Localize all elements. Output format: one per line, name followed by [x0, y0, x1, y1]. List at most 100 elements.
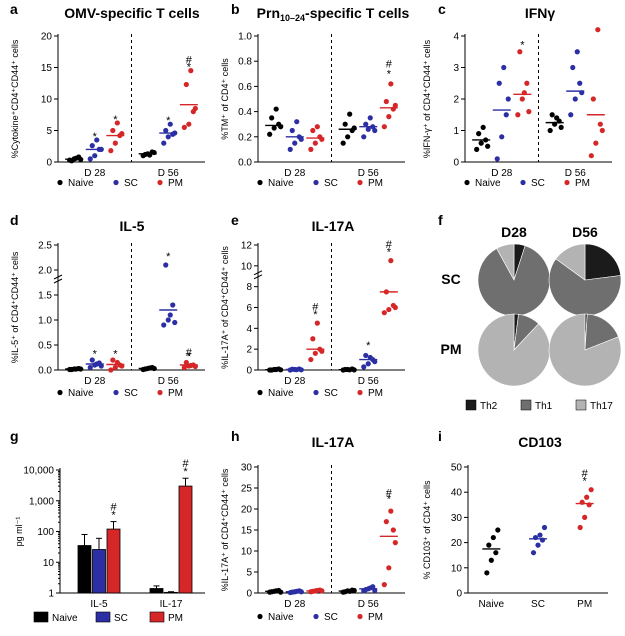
legend-label-pm: PM [368, 612, 383, 623]
legend-label-sc: SC [114, 613, 128, 624]
data-point-pm [108, 148, 114, 154]
data-point-sc [287, 146, 293, 152]
data-point-pm [599, 127, 605, 134]
data-point-sc [87, 364, 93, 371]
y-tick-label: 2 [246, 345, 252, 356]
significance-mark: # [582, 468, 589, 480]
data-point-pm [181, 124, 187, 130]
bar-naive [77, 545, 92, 594]
data-point-pm [112, 364, 118, 371]
y-tick-label: 0.4 [238, 107, 252, 118]
y-tick-label: 1.0 [238, 32, 252, 43]
legend-label-naive: Naive [52, 613, 78, 624]
panel-title-d: IL-5 [120, 218, 145, 234]
data-point-sc [494, 156, 500, 162]
data-point-pm [386, 565, 392, 571]
data-point-pm [392, 304, 398, 311]
data-point-sc [496, 80, 502, 86]
data-point-sc [363, 352, 369, 359]
data-point-pm [181, 364, 187, 371]
y-tick-label: 0.8 [238, 57, 252, 68]
y-tick-label: 2.0 [38, 266, 52, 277]
data-point-sc [167, 312, 173, 318]
significance-mark: * [187, 62, 192, 74]
y-tick-label: 15 [241, 526, 253, 537]
legend-marker-sc [520, 179, 526, 186]
legend-marker-pm [564, 179, 570, 186]
panel-label-c: c [438, 1, 446, 17]
data-point-naive [278, 589, 284, 595]
legend-marker-pm [357, 389, 363, 396]
data-point-sc [89, 357, 95, 363]
data-point-sc [89, 143, 95, 149]
y-tick-label: 10 [241, 547, 253, 558]
data-point-sc [163, 262, 169, 268]
legend-label-sc: SC [124, 388, 138, 399]
group-label: D 56 [565, 168, 587, 179]
data-point-sc [161, 140, 167, 146]
pie-column-label: D56 [572, 224, 598, 240]
panel-label-i: i [438, 428, 442, 444]
data-point-sc [572, 96, 578, 102]
data-point-pm [582, 514, 588, 521]
pie-column-label: D28 [501, 224, 527, 240]
panel-title-h: IL-17A [312, 434, 355, 450]
legend-label-sc: SC [124, 178, 138, 189]
data-point-pm [392, 540, 398, 546]
data-point-pm [308, 356, 314, 363]
pie-row-label: PM [441, 341, 462, 357]
panel-label-a: a [10, 1, 18, 17]
group-label: D 28 [284, 376, 306, 387]
y-tick-label: 25 [241, 484, 253, 495]
data-point-sc [367, 115, 373, 121]
data-point-pm [312, 140, 318, 146]
data-point-pm [390, 527, 396, 533]
legend-label-naive: Naive [475, 178, 501, 189]
y-axis-label-b: %TM⁺ of CD4⁺ cells [220, 58, 230, 140]
data-point-naive [474, 146, 480, 152]
data-point-naive [484, 570, 490, 576]
data-point-pm [597, 121, 603, 127]
panel-title-i: CD103 [518, 434, 562, 450]
data-point-naive [490, 534, 496, 541]
data-point-pm [515, 112, 521, 118]
pie-slice-th17 [496, 243, 515, 281]
data-point-sc [165, 134, 171, 140]
legend-swatch-sc [95, 611, 111, 623]
y-tick-label: 0 [453, 158, 459, 169]
legend-marker-sc [313, 389, 319, 396]
legend-marker-sc [113, 179, 119, 186]
legend-marker-pm [357, 613, 363, 620]
y-tick-label: 0 [246, 366, 252, 377]
y-tick-label: 6 [246, 303, 252, 314]
data-point-sc [570, 64, 576, 71]
group-label: D 28 [284, 599, 306, 610]
significance-mark: * [187, 351, 192, 363]
data-point-naive [554, 115, 560, 121]
data-point-pm [108, 367, 114, 373]
data-point-sc [577, 80, 583, 86]
data-point-sc [363, 121, 369, 127]
legend-label-sc: SC [324, 388, 338, 399]
bar-sc [164, 591, 178, 594]
data-point-pm [114, 120, 120, 126]
y-axis-label-i: % CD103⁺ of CD4⁺ cells [422, 480, 432, 580]
legend-marker-naive [257, 613, 263, 620]
data-point-pm [192, 105, 198, 112]
y-tick-label: 5 [46, 126, 52, 137]
data-point-naive [486, 542, 492, 548]
data-point-pm [310, 127, 316, 134]
data-point-sc [499, 134, 505, 140]
legend-swatch-th1 [520, 399, 532, 411]
data-point-sc [372, 127, 378, 134]
significance-mark: * [387, 69, 392, 81]
y-tick-label: 5 [246, 568, 252, 579]
group-label: D 56 [158, 168, 180, 179]
data-point-sc [501, 64, 507, 71]
legend-label-naive: Naive [68, 178, 94, 189]
group-label: D 28 [491, 168, 513, 179]
panel-title-a: OMV-specific T cells [64, 5, 200, 21]
data-point-naive [485, 143, 491, 149]
legend-marker-sc [313, 613, 319, 620]
